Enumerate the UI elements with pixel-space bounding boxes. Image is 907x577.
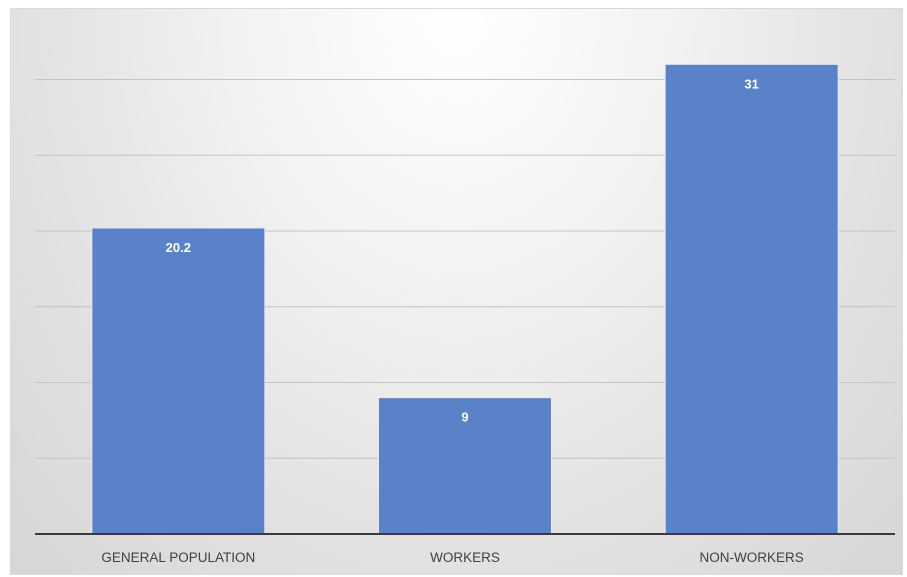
data-labels: 20.2 9 31	[166, 76, 759, 424]
data-label: 20.2	[166, 240, 191, 255]
category-label: NON-WORKERS	[700, 550, 804, 565]
chart-area: 20.2 9 31 GENERAL POPULATION WORKERS NON-WOR…	[10, 8, 903, 575]
bars	[91, 63, 839, 535]
category-labels: GENERAL POPULATION WORKERS NON-WORKERS	[101, 550, 803, 565]
data-label: 9	[461, 410, 468, 425]
category-label: GENERAL POPULATION	[101, 550, 255, 565]
data-label: 31	[744, 76, 758, 91]
bar-chart: 20.2 9 31 GENERAL POPULATION WORKERS NON-WOR…	[35, 63, 895, 565]
category-label: WORKERS	[430, 550, 500, 565]
bar-general-population	[91, 227, 266, 535]
bar-non-workers	[664, 63, 839, 535]
